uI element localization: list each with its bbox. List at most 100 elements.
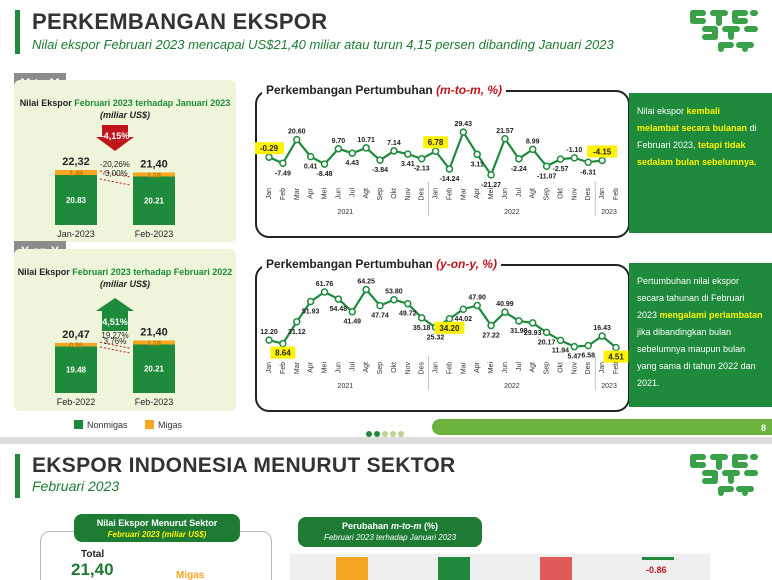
data-label: 3.41 xyxy=(401,161,415,168)
bar-total-label: 20,47 xyxy=(62,329,90,341)
sector-bar-migas xyxy=(336,557,368,580)
data-point xyxy=(515,317,523,325)
data-label: 4.51 xyxy=(608,353,624,362)
data-label: -2.13 xyxy=(414,166,430,173)
data-point xyxy=(445,165,454,173)
x-tick-label: Agt xyxy=(530,362,537,373)
migas-label: Migas xyxy=(176,570,205,580)
x-tick-label: Agt xyxy=(530,188,537,199)
data-point xyxy=(515,155,523,163)
data-label: 27.22 xyxy=(482,333,500,340)
data-label: 34.20 xyxy=(439,324,460,333)
yoy-line-chart: 12.20 8.64 31.12 51.93 61.76 54.48 41.49 64.25 4… xyxy=(260,279,629,390)
year-label: 2023 xyxy=(601,383,617,390)
mtom-sector-chart: -0.86 xyxy=(290,554,710,580)
mtom-bar-chart: 20.83 1.49 22,32 Jan-2023 20.21 1.19 21,40 Feb-… xyxy=(55,125,175,239)
data-label: -1.10 xyxy=(566,147,582,154)
x-tick-label: Mar xyxy=(460,361,467,374)
change-badge-down-icon xyxy=(96,125,134,151)
x-tick-label: Jan xyxy=(599,188,606,199)
x-tick-label: Jul xyxy=(349,362,356,371)
data-label: 44.02 xyxy=(455,316,473,323)
x-tick-label: Jun xyxy=(335,362,342,373)
slide-title: PERKEMBANGAN EKSPOR xyxy=(32,9,328,34)
mtom-line-chart-title: Perkembangan Pertumbuhan (m-to-m, %) xyxy=(262,83,507,97)
nonmigas-change-arrow xyxy=(99,346,131,354)
bar-migas xyxy=(55,342,97,347)
bar-period-label: Feb-2023 xyxy=(135,397,174,407)
data-label: 31.12 xyxy=(288,329,306,336)
bar-nonmigas-label: 20.21 xyxy=(144,197,165,206)
bar-period-label: Feb-2023 xyxy=(135,229,174,239)
data-label: -2.24 xyxy=(511,166,527,173)
bar-migas-label: 1.49 xyxy=(69,170,83,177)
legend-migas-swatch xyxy=(145,420,155,429)
sector-bar-nonmigas xyxy=(438,557,470,580)
data-point xyxy=(306,152,315,161)
x-tick-label: Sep xyxy=(377,188,384,201)
data-label: -2.57 xyxy=(552,166,568,173)
slide-title: EKSPOR INDONESIA MENURUT SEKTOR xyxy=(32,454,456,477)
data-label: -8.48 xyxy=(317,171,333,178)
data-point xyxy=(556,336,565,345)
x-tick-label: Apr xyxy=(474,361,481,373)
x-tick-label: Mei xyxy=(322,362,329,374)
bar-nonmigas xyxy=(133,344,175,393)
year-label: 2021 xyxy=(338,383,354,390)
total-value: 21,40 xyxy=(71,560,114,579)
nonmigas-change-label: -3,00% xyxy=(102,169,127,178)
bar-period-label: Feb-2022 xyxy=(57,397,96,407)
data-label: 12.20 xyxy=(260,329,278,336)
change-badge-label: -4,15% xyxy=(101,131,130,141)
x-tick-label: Mei xyxy=(488,362,495,374)
data-label: 47.74 xyxy=(371,313,389,320)
bar-nonmigas xyxy=(55,346,97,393)
year-label: 2022 xyxy=(504,383,520,390)
sector-card-header: Nilai Ekspor Menurut Sektor Februari 202… xyxy=(74,514,240,542)
total-label: Total xyxy=(81,549,105,560)
bar-nonmigas-label: 19.48 xyxy=(66,366,87,375)
slide-export-by-sector: EKSPOR INDONESIA MENURUT SEKTOR Februari… xyxy=(0,444,772,580)
bar-migas-label: 1.19 xyxy=(147,172,161,179)
bar-migas-label: 0.99 xyxy=(69,343,83,350)
bar-nonmigas-label: 20.83 xyxy=(66,196,87,205)
data-label: -3.84 xyxy=(372,167,388,174)
bps-logo-icon xyxy=(690,454,758,496)
data-label: 41.49 xyxy=(344,319,362,326)
mtom-line-chart: -0.29 -7.49 20.60 0.41-8.48 9.70 4.43 10.71 -3.… xyxy=(255,121,620,216)
data-point xyxy=(348,149,357,157)
data-label: 64.25 xyxy=(357,279,375,286)
data-label: -14.24 xyxy=(440,176,460,183)
yoy-panel-title: Nilai Ekspor Februari 2023 terhadap Febr… xyxy=(17,267,233,289)
data-label: 11.94 xyxy=(552,347,569,354)
data-point xyxy=(431,147,440,155)
x-tick-label: Des xyxy=(419,188,426,201)
x-tick-label: Apr xyxy=(308,187,315,199)
data-label: 53.80 xyxy=(385,289,403,296)
x-tick-label: Apr xyxy=(308,361,315,373)
slide-subtitle: Februari 2023 xyxy=(32,478,120,494)
x-tick-label: Jun xyxy=(335,188,342,199)
data-point xyxy=(528,319,537,327)
data-point xyxy=(265,336,273,344)
x-tick-label: Feb xyxy=(446,188,453,200)
data-point xyxy=(487,171,495,179)
x-tick-label: Nov xyxy=(571,188,578,201)
data-label: 29.43 xyxy=(455,121,473,128)
data-label: 29.93 xyxy=(524,330,542,337)
data-label: -4.15 xyxy=(593,147,612,156)
data-point xyxy=(598,156,606,165)
data-label: 21.57 xyxy=(496,128,514,135)
x-tick-label: Jan xyxy=(266,188,273,199)
data-point xyxy=(334,295,343,303)
slide-export-development: PERKEMBANGAN EKSPOR Nilai ekspor Februar… xyxy=(0,0,772,437)
x-tick-label: Agt xyxy=(363,362,370,373)
mtom-commentary: Nilai ekspor kembali melambat secara bul… xyxy=(629,93,772,233)
data-label: 7.14 xyxy=(387,140,401,147)
x-tick-label: Nov xyxy=(405,362,412,375)
page-number: 8 xyxy=(760,423,766,433)
x-tick-label: Okt xyxy=(391,362,398,373)
data-point xyxy=(348,307,357,316)
bar-total-label: 21,40 xyxy=(140,158,168,170)
x-tick-label: Okt xyxy=(557,362,564,373)
